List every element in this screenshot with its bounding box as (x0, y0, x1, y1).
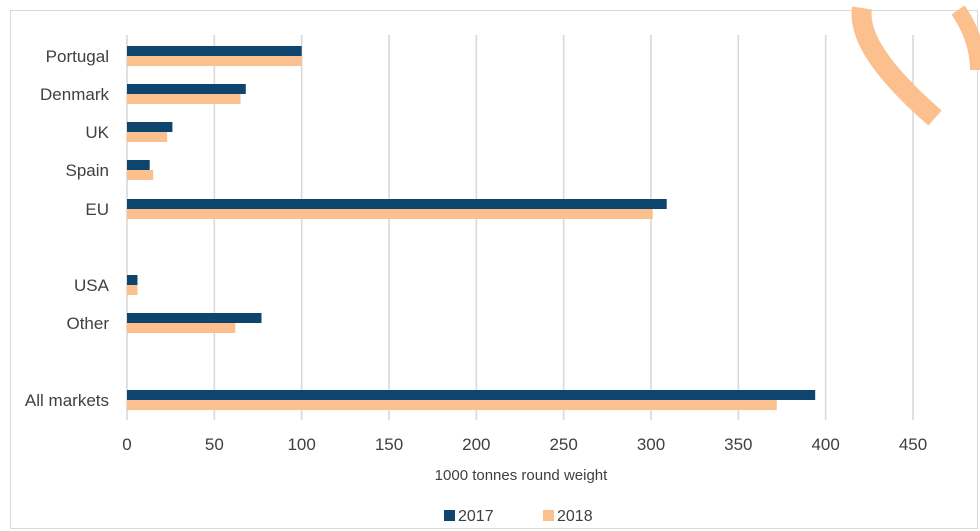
bar-2017 (127, 160, 150, 170)
legend: 2017 2018 (444, 508, 593, 525)
x-tick-label: 150 (375, 435, 403, 454)
category-label: EU (85, 200, 109, 219)
x-tick-label: 350 (724, 435, 752, 454)
bar-2018 (127, 323, 236, 333)
category-label: USA (74, 276, 110, 295)
x-axis-title: 1000 tonnes round weight (435, 467, 608, 484)
category-labels: Portugal Denmark UK Spain EU USA Other All mark… (25, 47, 110, 410)
bar-2018 (127, 132, 168, 142)
bar-2018 (127, 94, 241, 104)
category-label: Denmark (40, 85, 109, 104)
bar-2017 (127, 84, 246, 94)
legend-swatch-2018 (543, 510, 554, 521)
x-tick-label: 50 (205, 435, 224, 454)
category-label: Spain (66, 161, 109, 180)
bar-2018 (127, 170, 154, 180)
x-tick-label: 250 (549, 435, 577, 454)
bar-2017 (127, 390, 816, 400)
bar-2017 (127, 275, 138, 285)
x-tick-label: 0 (122, 435, 131, 454)
x-tick-label: 400 (811, 435, 839, 454)
bar-2017 (127, 46, 302, 56)
bar-2017 (127, 313, 262, 323)
category-label: Portugal (46, 47, 109, 66)
category-label: All markets (25, 391, 109, 410)
bar-2018 (127, 56, 302, 66)
bar-2018 (127, 400, 777, 410)
bar-2018 (127, 209, 653, 219)
legend-swatch-2017 (444, 510, 455, 521)
x-tick-label: 200 (462, 435, 490, 454)
bars (127, 46, 816, 410)
category-label: Other (66, 314, 109, 333)
x-tick-labels: 0 50 100 150 200 250 300 350 400 450 (122, 435, 927, 454)
category-label: UK (85, 123, 109, 142)
logo-arc-icon (851, 6, 942, 126)
bar-2017 (127, 199, 667, 209)
bar-2017 (127, 122, 173, 132)
brand-logo-mark (851, 5, 980, 126)
legend-label-2018: 2018 (557, 508, 593, 525)
logo-arc-2-icon (951, 5, 980, 71)
bar-2018 (127, 285, 138, 295)
x-tick-label: 450 (899, 435, 927, 454)
legend-label-2017: 2017 (458, 508, 494, 525)
x-tick-label: 300 (637, 435, 665, 454)
x-tick-label: 100 (287, 435, 315, 454)
